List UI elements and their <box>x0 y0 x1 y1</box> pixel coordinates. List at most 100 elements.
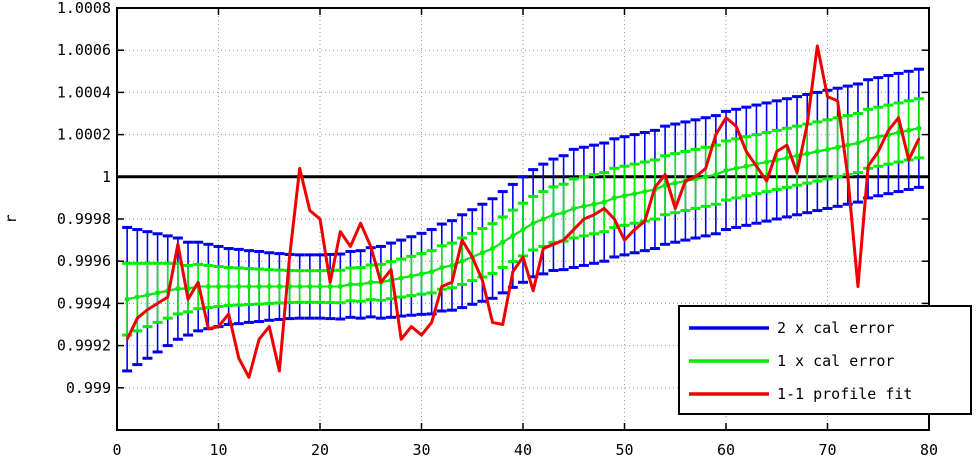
calibration-point <box>632 191 638 197</box>
profile-fit-point <box>501 323 504 326</box>
y-tick-label: 1.0004 <box>57 83 111 101</box>
calibration-point <box>297 283 303 290</box>
calibration-point <box>307 283 313 290</box>
profile-fit-point <box>156 302 159 305</box>
calibration-point <box>398 275 404 281</box>
y-tick-label: 0.9992 <box>57 337 111 355</box>
profile-fit-point <box>389 268 393 271</box>
profile-fit-point <box>298 167 301 170</box>
calibration-point <box>246 283 252 290</box>
calibration-point <box>540 216 546 222</box>
profile-fit-point <box>897 116 900 119</box>
profile-fit-point <box>643 219 646 223</box>
calibration-point <box>337 283 343 290</box>
y-axis-label: r <box>2 214 20 223</box>
profile-fit-point <box>866 165 870 168</box>
calibration-point <box>520 226 526 233</box>
y-tick-label: 0.9998 <box>57 210 111 228</box>
profile-fit-point <box>491 321 494 324</box>
profile-fit-point <box>481 278 484 282</box>
profile-fit-point <box>765 179 768 183</box>
profile-fit-point <box>339 230 342 233</box>
profile-fit-point <box>136 316 139 320</box>
x-tick-label: 50 <box>615 441 633 459</box>
calibration-point <box>835 144 841 150</box>
profile-fit-point <box>856 285 860 288</box>
x-tick-label: 40 <box>514 441 532 459</box>
legend-label: 2 x cal error <box>777 319 894 337</box>
profile-fit-point <box>826 95 829 98</box>
calibration-point <box>895 129 902 136</box>
legend-label: 1 x cal error <box>777 352 894 370</box>
y-tick-label: 0.9994 <box>57 294 111 312</box>
profile-fit-point <box>734 124 738 128</box>
calibration-point <box>672 180 678 186</box>
calibration-point <box>155 290 161 296</box>
profile-fit-point <box>125 338 129 341</box>
profile-fit-point <box>816 44 819 48</box>
profile-fit-point <box>806 122 809 126</box>
calibration-point <box>510 233 516 239</box>
calibration-point <box>530 220 536 226</box>
profile-fit-point <box>328 281 332 284</box>
profile-fit-point <box>836 99 839 103</box>
calibration-point <box>327 283 333 290</box>
calibration-point <box>236 283 242 290</box>
calibration-point <box>418 271 425 277</box>
profile-fit-point <box>247 376 251 379</box>
profile-fit-point <box>349 245 352 248</box>
calibration-point <box>226 283 232 290</box>
profile-fit-point <box>318 217 322 221</box>
calibration-point <box>571 205 577 212</box>
profile-fit-point <box>572 228 575 231</box>
profile-fit-point <box>684 179 687 183</box>
profile-fit-point <box>440 285 443 288</box>
calibration-point <box>358 281 364 288</box>
calibration-point <box>743 163 749 169</box>
profile-fit-point <box>724 116 728 119</box>
calibration-point <box>408 273 414 279</box>
calibration-point <box>642 188 648 195</box>
profile-fit-point <box>146 308 149 311</box>
calibration-point <box>215 283 222 290</box>
profile-fit-point <box>166 295 169 299</box>
calibration-point <box>479 250 485 256</box>
calibration-point <box>561 210 567 216</box>
calibration-point <box>794 153 800 159</box>
calibration-point <box>621 193 628 199</box>
calibration-point <box>824 146 831 152</box>
calibration-point <box>429 269 435 275</box>
profile-fit-point <box>582 217 586 221</box>
calibration-point <box>449 262 455 269</box>
profile-fit-point <box>653 186 657 189</box>
calibration-point <box>916 125 922 131</box>
calibration-point <box>439 264 445 271</box>
profile-fit-point <box>430 321 433 324</box>
profile-fit-point <box>460 238 464 242</box>
profile-fit-point <box>917 137 921 141</box>
profile-fit-point <box>308 209 312 212</box>
calibration-point <box>723 167 729 174</box>
profile-fit-point <box>176 243 180 246</box>
legend-label: 1-1 profile fit <box>777 385 912 403</box>
profile-fit-point <box>795 171 799 174</box>
profile-fit-point <box>542 247 545 250</box>
calibration-point <box>550 212 557 218</box>
calibration-point <box>489 245 496 252</box>
calibration-point <box>733 165 739 171</box>
profile-fit-point <box>369 245 372 248</box>
profile-fit-point <box>278 369 281 373</box>
profile-fit-point <box>745 150 748 153</box>
calibration-point <box>713 172 719 178</box>
calibration-point <box>703 174 709 180</box>
profile-fit-group <box>125 44 921 379</box>
profile-fit-point <box>227 312 230 316</box>
profile-fit-point <box>714 133 718 136</box>
calibration-point <box>459 258 465 264</box>
y-tick-label: 1.0008 <box>57 0 111 17</box>
calibration-point <box>266 283 272 290</box>
profile-fit-point <box>552 243 555 246</box>
profile-fit-point <box>694 175 697 178</box>
calibration-point <box>784 155 790 161</box>
profile-fit-point <box>197 281 200 284</box>
